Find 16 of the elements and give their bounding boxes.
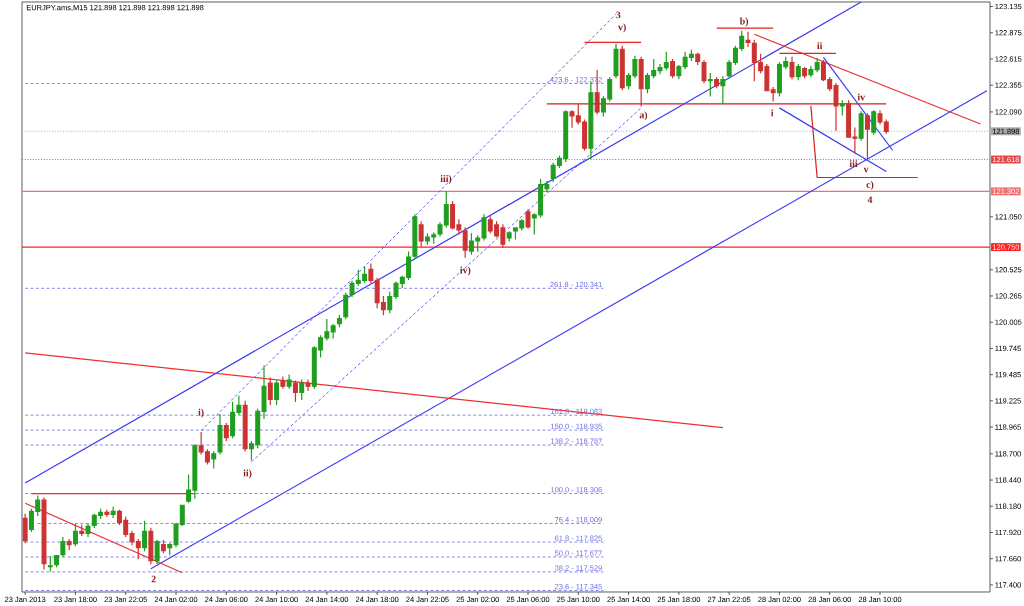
annotation: a) — [639, 111, 648, 121]
annotation: 3 — [616, 11, 621, 19]
annotation: i — [771, 109, 774, 117]
annotation: ii) — [243, 469, 252, 479]
annotation: iii) — [440, 175, 452, 185]
annotation: v) — [618, 23, 626, 33]
annotation: 4 — [867, 196, 873, 203]
annotation: 2 — [151, 575, 156, 583]
annotation: b) — [739, 17, 749, 27]
annotation: v — [863, 167, 869, 173]
annotation: iv) — [460, 266, 471, 276]
annotation: iv — [857, 93, 866, 101]
annotation: c) — [866, 181, 874, 190]
annotation: i) — [198, 408, 204, 418]
annotation: iii — [849, 160, 858, 168]
annotation: ii — [817, 42, 823, 50]
